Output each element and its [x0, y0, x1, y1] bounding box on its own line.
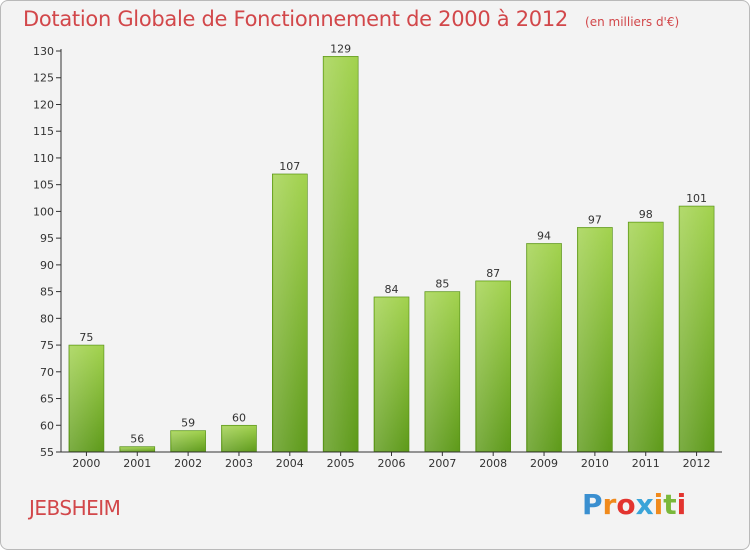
chart-subtitle: (en milliers d'€) [585, 15, 680, 29]
y-tick-label-70: 70 [40, 366, 54, 379]
data-label-2002: 59 [181, 417, 195, 430]
data-label-2000: 75 [79, 331, 93, 344]
data-label-2007: 85 [435, 278, 449, 291]
data-label-2003: 60 [232, 411, 246, 424]
bar-highlight-2011 [629, 223, 663, 451]
y-tick-label-85: 85 [40, 286, 54, 299]
logo-letter: o [616, 488, 636, 521]
bar-highlight-2007 [425, 292, 459, 451]
x-tick-label-2012: 2012 [683, 457, 711, 470]
y-tick-label-120: 120 [33, 98, 54, 111]
x-tick-label-2011: 2011 [632, 457, 660, 470]
x-tick-label-2005: 2005 [327, 457, 355, 470]
y-tick-label-75: 75 [40, 339, 54, 352]
data-label-2005: 129 [330, 42, 351, 55]
x-tick-label-2000: 2000 [72, 457, 100, 470]
x-tick-label-2007: 2007 [428, 457, 456, 470]
y-tick-label-55: 55 [40, 446, 54, 459]
x-tick-label-2004: 2004 [276, 457, 304, 470]
place-name: JEBSHEIM [29, 496, 121, 520]
x-tick-label-2006: 2006 [378, 457, 406, 470]
bar-chart: 75 56 59 60 107 129 84 85 87 94 97 98 101 2000 2001 20… [33, 42, 722, 470]
y-tick-label-105: 105 [33, 179, 54, 192]
logo-letter: P [582, 488, 603, 521]
y-tick-label-65: 65 [40, 393, 54, 406]
logo-letter: i [653, 488, 664, 521]
y-tick-label-130: 130 [33, 45, 54, 58]
data-label-2001: 56 [130, 433, 144, 446]
x-tick-label-2003: 2003 [225, 457, 253, 470]
x-tick-label-2001: 2001 [123, 457, 151, 470]
data-label-2011: 98 [639, 208, 653, 221]
data-label-2008: 87 [486, 267, 500, 280]
y-tick-label-60: 60 [40, 419, 54, 432]
bar-highlight-2008 [476, 281, 510, 451]
y-tick-label-110: 110 [33, 152, 54, 165]
bar-highlight-2002 [171, 431, 205, 451]
data-label-2009: 94 [537, 229, 551, 242]
bar-highlight-2000 [69, 346, 103, 451]
data-label-2004: 107 [279, 160, 300, 173]
data-label-2010: 97 [588, 213, 602, 226]
bar-highlight-2010 [578, 228, 612, 451]
bar-highlight-2012 [680, 207, 714, 451]
logo-letter: t [663, 488, 677, 521]
x-tick-label-2002: 2002 [174, 457, 202, 470]
y-tick-label-95: 95 [40, 232, 54, 245]
y-tick-label-90: 90 [40, 259, 54, 272]
logo-letter: r [602, 488, 617, 521]
proxiti-logo[interactable]: Proxiti [582, 488, 686, 521]
bar-highlight-2009 [527, 244, 561, 451]
bar-highlight-2006 [375, 297, 408, 451]
y-tick-label-115: 115 [33, 125, 54, 138]
logo-letter: x [635, 488, 654, 521]
bar-highlight-2003 [222, 426, 256, 451]
y-tick-label-100: 100 [33, 205, 54, 218]
bar-highlight-2004 [273, 174, 307, 451]
y-tick-label-125: 125 [33, 72, 54, 85]
chart-title: Dotation Globale de Fonctionnement de 20… [23, 7, 568, 31]
x-tick-label-2010: 2010 [581, 457, 609, 470]
data-label-2012: 101 [686, 192, 707, 205]
x-tick-label-2008: 2008 [479, 457, 507, 470]
data-label-2006: 84 [385, 283, 399, 296]
bar-highlight-2001 [120, 447, 154, 451]
x-tick-label-2009: 2009 [530, 457, 558, 470]
bar-highlight-2005 [324, 57, 358, 451]
logo-letter: i [676, 488, 687, 521]
title-row: Dotation Globale de Fonctionnement de 20… [23, 7, 679, 31]
y-tick-label-80: 80 [40, 312, 54, 325]
